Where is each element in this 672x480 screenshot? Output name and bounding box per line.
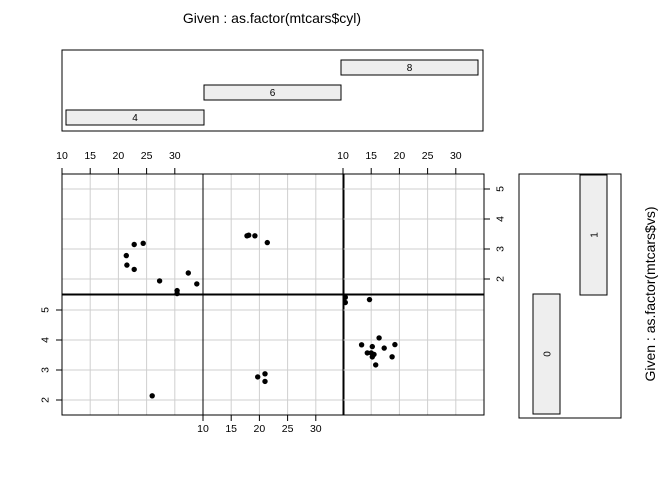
panel-frame: [61, 173, 204, 295]
top-given-title: Given : as.factor(mtcars$cyl): [183, 10, 361, 26]
x-tick-label: 30: [310, 423, 322, 435]
panel-frame: [202, 294, 345, 416]
panel-cyl4-vs0: [61, 294, 204, 416]
y-tick-label: 2: [40, 397, 52, 403]
panel-grid: [61, 173, 485, 416]
x-tick-label: 15: [365, 150, 377, 162]
axes: 10 15 20 25 30 10 15 20 25 30 10 15 20 25 30 2 3 4 5 2 3 4 5: [40, 150, 507, 435]
x-tick-label: 20: [254, 423, 266, 435]
given-bar-label-cyl-8: 8: [407, 63, 413, 74]
data-point: [131, 241, 137, 248]
x-tick-label: 10: [56, 150, 68, 162]
data-point: [364, 350, 370, 356]
y-tick-label: 4: [40, 337, 52, 343]
data-point: [262, 371, 268, 377]
x-tick-label: 10: [197, 423, 209, 435]
panel-frame: [342, 173, 485, 295]
y-tick-label: 3: [495, 246, 507, 252]
given-bar-label-vs-0: 0: [543, 351, 554, 357]
x-tick-label: 20: [113, 150, 125, 162]
x-tick-label: 25: [422, 150, 434, 162]
y-tick-label: 4: [495, 216, 507, 222]
panel-cyl6-vs1: [202, 173, 345, 295]
y-tick-label: 5: [495, 186, 507, 192]
top-given-panel: [61, 49, 484, 132]
x-tick-label: 15: [84, 150, 96, 162]
top-given-bars: 4 6 8: [65, 59, 479, 126]
panel-frame: [342, 294, 485, 416]
given-bar-vs-0: [532, 293, 561, 415]
given-bar-cyl-4: [65, 109, 205, 126]
panel-frame: [202, 173, 345, 295]
data-point: [255, 374, 261, 380]
data-point: [149, 393, 155, 399]
y-tick-label: 2: [495, 276, 507, 282]
y-tick-label: 5: [40, 307, 52, 313]
data-point: [262, 378, 268, 385]
panel-cyl6-vs0: [202, 294, 345, 416]
right-given-title: Given : as.factor(mtcars$vs): [642, 206, 658, 381]
given-bar-label-vs-1: 1: [590, 232, 601, 238]
data-point: [244, 233, 250, 239]
x-tick-label: 10: [337, 150, 349, 162]
given-bar-cyl-6: [203, 84, 342, 101]
data-point: [376, 335, 382, 341]
data-point: [342, 294, 348, 300]
given-bar-label-cyl-6: 6: [270, 88, 276, 99]
right-given-panel: [518, 173, 622, 419]
data-point: [366, 296, 373, 303]
right-given-bars: 01: [532, 174, 608, 415]
data-point: [389, 354, 395, 360]
x-tick-label: 30: [450, 150, 462, 162]
data-point: [368, 350, 374, 356]
data-point: [131, 266, 137, 273]
data-point: [342, 299, 348, 306]
data-point: [373, 362, 379, 368]
data-point: [185, 270, 191, 276]
data-point: [252, 233, 258, 239]
panel-cyl8-vs0: [342, 294, 485, 416]
data-point: [124, 262, 130, 268]
given-bar-vs-1: [579, 174, 608, 296]
data-point: [156, 278, 163, 284]
x-tick-label: 25: [282, 423, 294, 435]
panel-frame: [61, 294, 204, 416]
data-point: [194, 281, 200, 287]
x-tick-label: 25: [141, 150, 153, 162]
data-point: [123, 252, 129, 259]
data-point: [369, 343, 375, 350]
data-point: [392, 341, 398, 348]
data-point: [264, 239, 270, 246]
given-bar-label-cyl-4: 4: [132, 113, 138, 124]
panel-cyl8-vs1: [342, 173, 485, 295]
x-tick-label: 30: [169, 150, 181, 162]
x-tick-label: 20: [394, 150, 406, 162]
data-point: [140, 240, 146, 246]
data-point: [381, 345, 387, 351]
data-point: [358, 342, 365, 348]
x-tick-label: 15: [225, 423, 237, 435]
y-tick-label: 3: [40, 367, 52, 373]
panel-cyl4-vs1: [61, 173, 204, 297]
given-bar-cyl-8: [340, 59, 479, 76]
